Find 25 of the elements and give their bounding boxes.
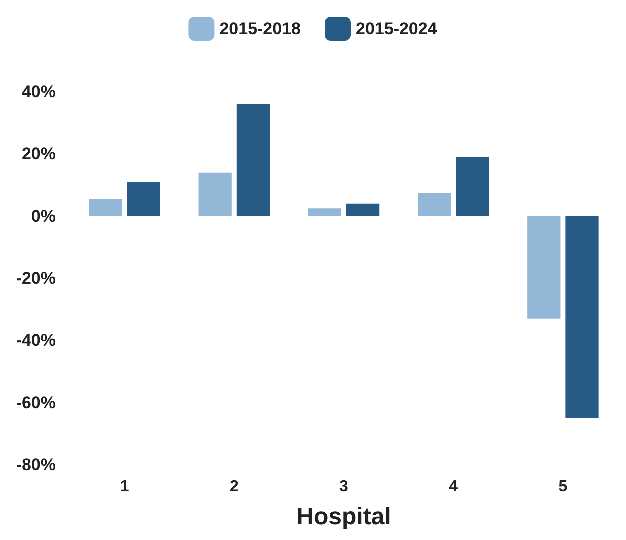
bar <box>418 193 452 216</box>
bar <box>89 199 122 216</box>
x-tick-label: 4 <box>449 478 458 496</box>
bar <box>566 216 599 418</box>
x-tick-label: 3 <box>340 478 349 496</box>
x-tick-label: 1 <box>120 478 130 496</box>
bar <box>236 104 270 216</box>
legend-label: 2015-2024 <box>356 20 438 38</box>
y-tick-label: -20% <box>16 269 56 288</box>
bar <box>308 208 342 216</box>
y-tick-label: -80% <box>16 456 56 474</box>
legend-label: 2015-2018 <box>220 20 302 38</box>
x-axis-title: Hospital <box>296 504 392 530</box>
y-tick-label: 20% <box>22 144 56 164</box>
x-tick-label: 2 <box>230 478 239 496</box>
y-tick-label: 40% <box>22 82 56 102</box>
bar <box>528 216 561 319</box>
bar <box>198 172 232 216</box>
y-tick-label: -40% <box>16 331 56 350</box>
y-tick-label: -60% <box>16 393 56 412</box>
bar <box>346 204 380 216</box>
y-tick-label: 0% <box>31 206 56 226</box>
bar <box>456 157 490 216</box>
x-tick-label: 5 <box>558 478 568 496</box>
bar <box>127 182 160 216</box>
